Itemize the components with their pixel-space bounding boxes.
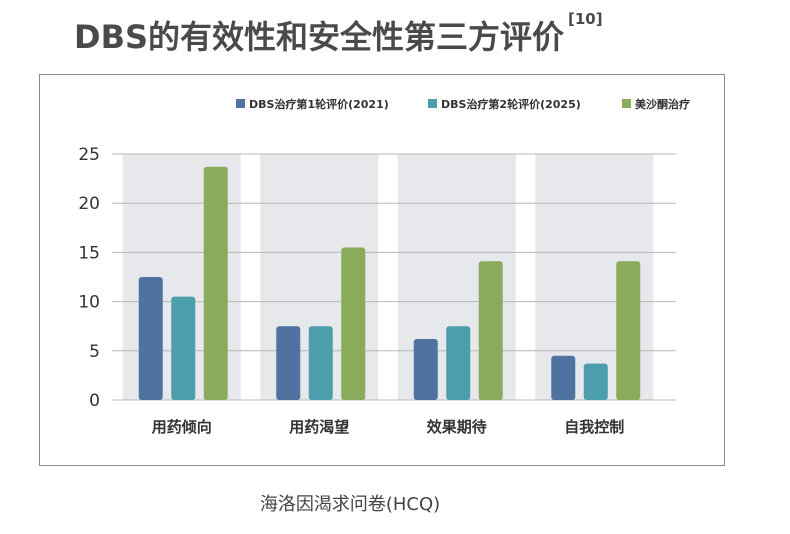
bar — [341, 247, 366, 400]
legend-swatch — [236, 99, 245, 108]
y-tick-label: 20 — [78, 194, 100, 214]
legend-label: DBS治疗第2轮评价(2025) — [441, 97, 581, 111]
bar — [413, 338, 438, 400]
bars — [138, 166, 641, 400]
bar — [171, 296, 196, 400]
bar — [308, 326, 333, 400]
chart-caption: 海洛因渴求问卷(HCQ) — [259, 494, 441, 515]
bar — [478, 261, 503, 400]
x-category-label: 用药渴望 — [289, 418, 349, 436]
y-tick-label: 5 — [89, 342, 100, 362]
bar — [551, 355, 576, 400]
x-axis-labels: 用药倾向 用药渴望 效果期待 自我控制 — [152, 418, 625, 436]
legend-label: DBS治疗第1轮评价(2021) — [249, 97, 389, 111]
legend-swatch — [428, 99, 437, 108]
title-reference: [10] — [568, 10, 603, 28]
y-tick-label: 10 — [78, 293, 100, 313]
legend-label: 美沙酮治疗 — [635, 97, 690, 111]
bar — [138, 277, 163, 400]
bar — [203, 166, 228, 400]
y-tick-label: 0 — [89, 391, 100, 411]
bar — [446, 326, 471, 400]
y-axis-ticks: 0 5 10 15 20 25 — [78, 145, 100, 411]
chart-title: DBS的有效性和安全性第三方评价 [10] — [74, 10, 603, 56]
legend: DBS治疗第1轮评价(2021) DBS治疗第2轮评价(2025) 美沙酮治疗 — [236, 97, 690, 111]
y-tick-label: 25 — [78, 145, 100, 165]
bar — [583, 363, 608, 400]
legend-swatch — [622, 99, 631, 108]
y-tick-label: 15 — [78, 243, 100, 263]
x-category-label: 用药倾向 — [152, 418, 212, 436]
x-category-label: 自我控制 — [564, 418, 624, 436]
x-category-label: 效果期待 — [427, 418, 487, 436]
bar — [276, 326, 301, 400]
bar — [616, 261, 641, 400]
